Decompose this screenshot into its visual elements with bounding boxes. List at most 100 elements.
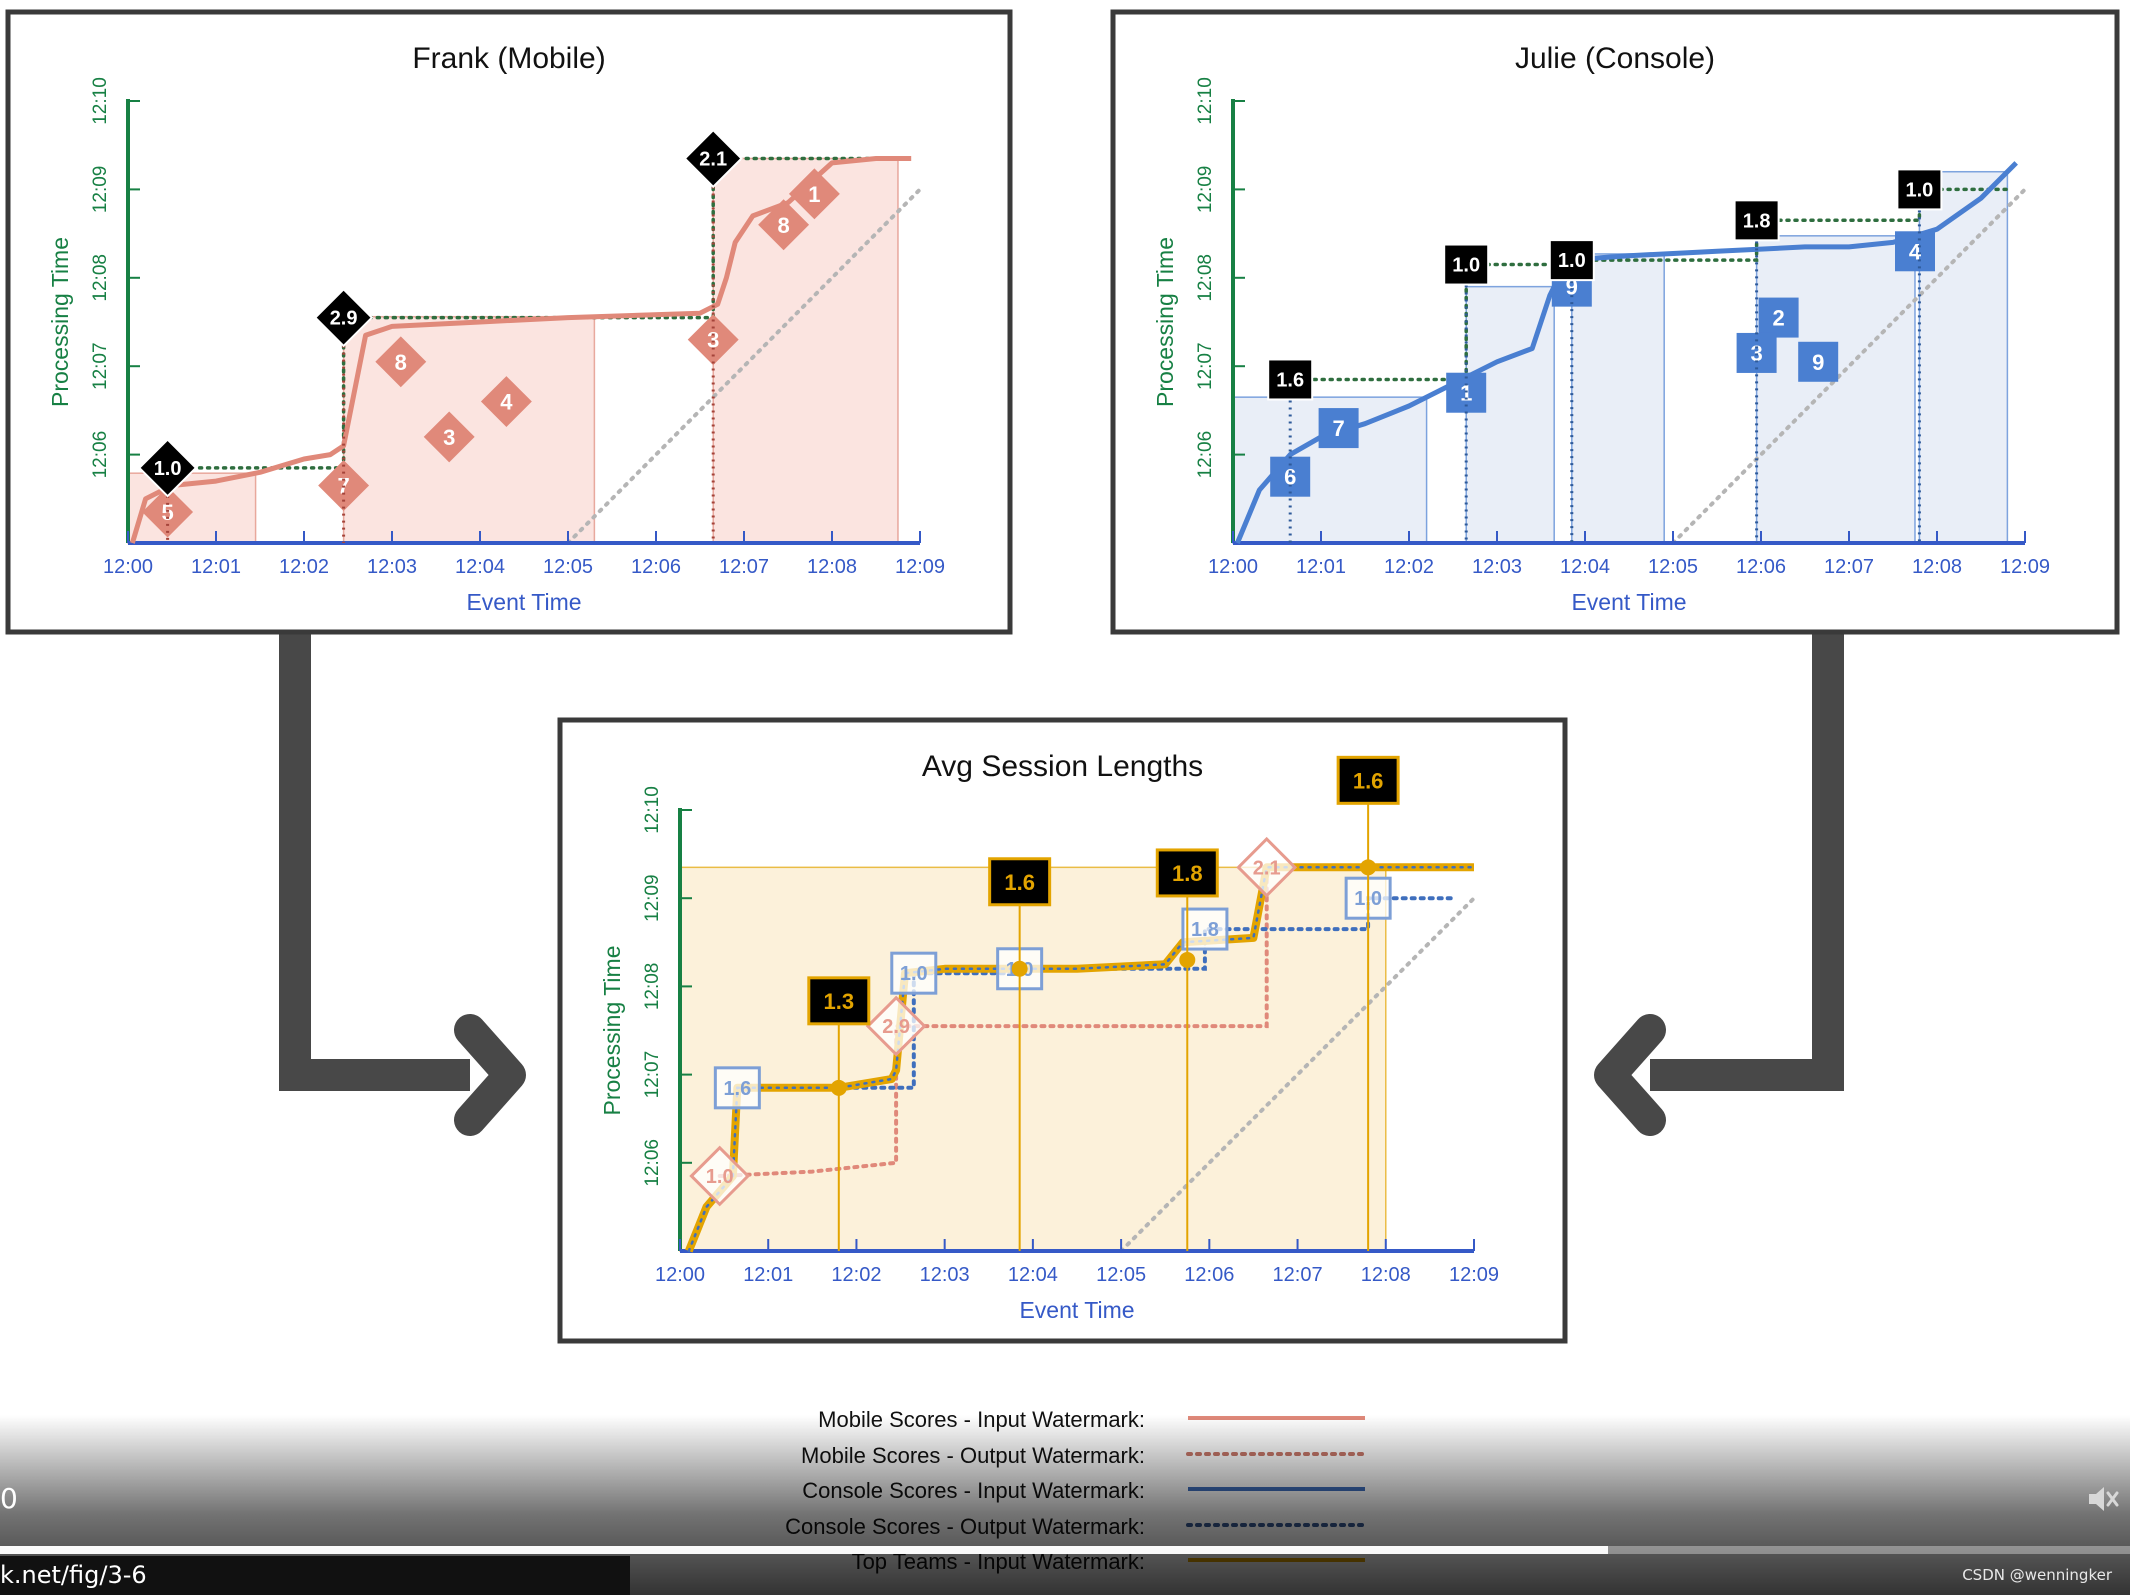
- x-tick-label: 12:01: [191, 556, 241, 578]
- x-tick-label: 12:08: [1912, 556, 1962, 578]
- mobile-input-marker: [1236, 836, 1298, 898]
- x-tick-label: 12:03: [367, 556, 417, 578]
- watermark-label: 1.6: [1276, 369, 1304, 391]
- watermark-label: 1.0: [154, 458, 182, 480]
- mobile-input-marker-label: 1.0: [706, 1166, 734, 1188]
- arrow-right-head: [1594, 1014, 1666, 1136]
- chart-title: Frank (Mobile): [412, 42, 605, 75]
- window-region: [342, 315, 596, 544]
- watermark-label: 1.0: [1452, 255, 1480, 277]
- x-tick-label: 12:04: [1008, 1264, 1058, 1286]
- x-tick-label: 12:03: [920, 1264, 970, 1286]
- legend-label: Console Scores - Input Watermark:: [802, 1478, 1145, 1503]
- x-tick-label: 12:02: [279, 556, 329, 578]
- legend-label: Mobile Scores - Input Watermark:: [818, 1407, 1145, 1432]
- console-input-marker: [713, 1066, 761, 1110]
- console-input-marker-label: 1.0: [900, 963, 928, 985]
- legend-label: Console Scores - Output Watermark:: [785, 1514, 1145, 1539]
- video-time: 0: [0, 1482, 18, 1515]
- x-tick-label: 12:06: [1184, 1264, 1234, 1286]
- y-tick-label: 12:10: [90, 77, 111, 125]
- data-point-label: 3: [707, 328, 719, 353]
- watermark-marker: [313, 287, 374, 348]
- mobile-input-marker: [865, 995, 927, 1057]
- y-tick-label: 12:08: [90, 254, 111, 302]
- x-tick-label: 12:04: [455, 556, 505, 578]
- ideal-watermark-line: [1671, 187, 2027, 545]
- data-point: [788, 168, 840, 220]
- mobile-input-marker-label: 2.9: [882, 1016, 910, 1038]
- output-marker: [988, 857, 1052, 907]
- y-tick-label: 12:09: [1195, 166, 1216, 214]
- watermark-marker: [1733, 199, 1780, 242]
- frank-mobile-chart: Frank (Mobile) 12:06 12:07 12:08 12:09 12:10 1…: [5, 9, 1013, 635]
- mute-icon[interactable]: [2086, 1482, 2120, 1516]
- y-tick-label: 12:07: [90, 342, 111, 390]
- x-tick-label: 12:05: [1096, 1264, 1146, 1286]
- y-tick-label: 12:07: [1195, 342, 1216, 390]
- data-point-label: 9: [1812, 350, 1824, 375]
- data-point: [1270, 456, 1311, 497]
- data-point: [758, 199, 810, 251]
- x-tick-label: 12:09: [2000, 556, 2050, 578]
- x-tick-label: 12:09: [895, 556, 945, 578]
- watermark-label: 1.0: [1558, 250, 1586, 272]
- y-tick-label: 12:08: [642, 963, 663, 1011]
- window-region: [712, 157, 899, 544]
- watermark-marker: [1896, 168, 1943, 211]
- y-axis-label: Processing Time: [1152, 237, 1178, 407]
- output-marker: [1336, 755, 1400, 805]
- x-tick-label: 12:04: [1560, 556, 1610, 578]
- data-point-label: 4: [500, 390, 513, 415]
- x-tick-label: 12:01: [1296, 556, 1346, 578]
- mobile-input-marker: [689, 1145, 751, 1207]
- output-marker: [807, 976, 871, 1026]
- x-tick-label: 12:05: [1648, 556, 1698, 578]
- url-bar[interactable]: k.net/fig/3-6: [0, 1556, 630, 1595]
- data-point-label: 2: [1772, 306, 1784, 331]
- video-progress-track[interactable]: [0, 1546, 2130, 1554]
- x-tick-label: 12:00: [103, 556, 153, 578]
- x-tick-label: 12:07: [1273, 1264, 1323, 1286]
- y-tick-label: 12:06: [1195, 431, 1216, 479]
- chart-title: Julie (Console): [1515, 42, 1715, 75]
- console-input-marker: [890, 951, 938, 995]
- x-tick-label: 12:02: [831, 1264, 881, 1286]
- x-tick-label: 12:03: [1472, 556, 1522, 578]
- legend-label: Mobile Scores - Output Watermark:: [801, 1443, 1145, 1468]
- x-axis-label: Event Time: [1571, 589, 1686, 615]
- x-tick-label: 12:07: [1824, 556, 1874, 578]
- y-tick-label: 12:10: [642, 786, 663, 834]
- output-label: 1.6: [1004, 870, 1035, 895]
- output-point: [1360, 859, 1377, 876]
- watermark-label: 1.0: [1905, 179, 1933, 201]
- x-tick-label: 12:01: [743, 1264, 793, 1286]
- console-input-marker: [1181, 907, 1229, 951]
- watermark-marker: [1443, 243, 1490, 286]
- watermark-marker: [137, 438, 198, 498]
- data-point-label: 1: [808, 182, 820, 207]
- watermark-label: 2.1: [699, 148, 727, 170]
- x-tick-label: 12:07: [719, 556, 769, 578]
- output-label: 1.3: [824, 989, 855, 1014]
- data-point-label: 3: [443, 425, 455, 450]
- ideal-watermark-line: [566, 187, 922, 545]
- watermark-label: 1.8: [1743, 210, 1771, 232]
- watermark-marker: [1267, 358, 1314, 401]
- output-point: [1179, 951, 1196, 968]
- watermark-marker: [683, 128, 743, 189]
- flow-arrows: [279, 630, 1844, 1136]
- console-input-marker-label: 1.6: [723, 1078, 751, 1100]
- data-point-label: 5: [161, 500, 173, 525]
- window-region: [1918, 170, 2009, 544]
- x-axis-label: Event Time: [466, 589, 581, 615]
- data-point: [1758, 297, 1799, 338]
- chart-title: Avg Session Lengths: [922, 750, 1203, 783]
- output-label: 1.8: [1172, 861, 1203, 886]
- julie-console-chart: Julie (Console) 12:06 12:07 12:08 12:09 12:10…: [1110, 9, 2120, 635]
- watermark-label: 2.9: [330, 308, 358, 330]
- x-tick-label: 12:06: [1736, 556, 1786, 578]
- arrow-left-shaft: [279, 630, 470, 1091]
- data-point-label: 7: [1332, 416, 1344, 441]
- output-point: [830, 1079, 847, 1096]
